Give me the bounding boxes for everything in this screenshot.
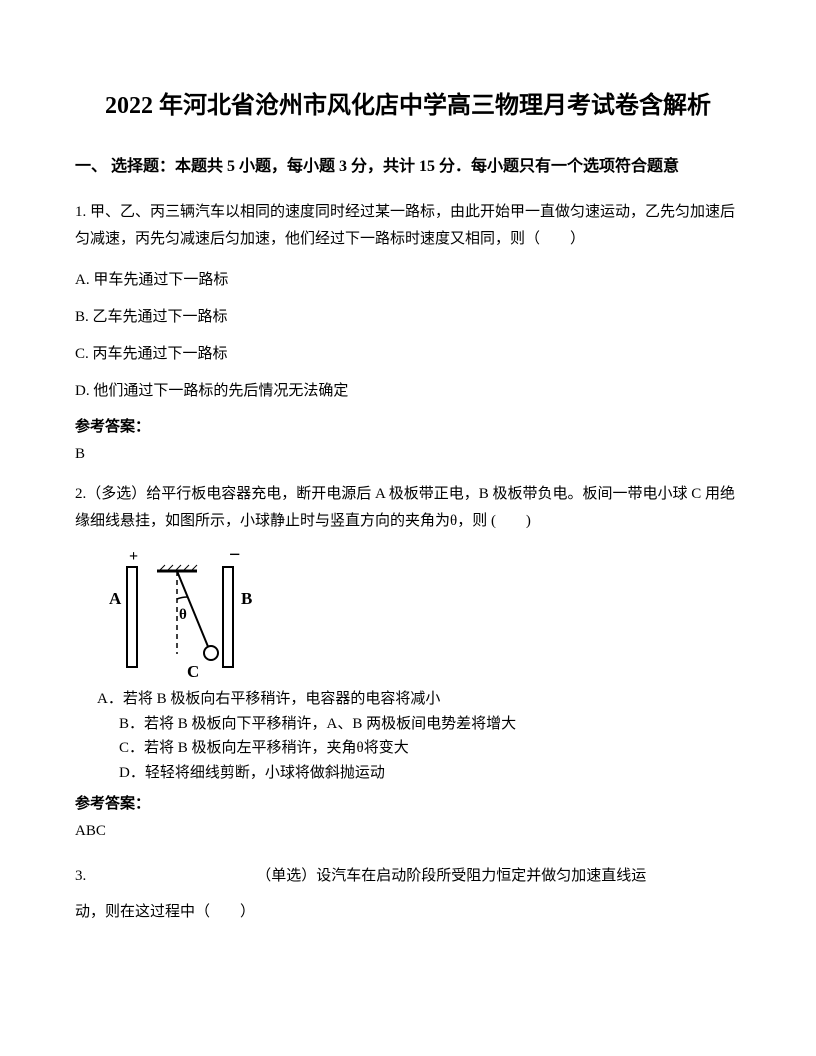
q1-option-c: C. 丙车先通过下一路标 — [75, 341, 741, 368]
q2-answer: ABC — [75, 823, 741, 840]
q3-text-part1: （单选）设汽车在启动阶段所受阻力恒定并做匀加速直线运 — [256, 868, 646, 884]
q1-answer-label: 参考答案： — [75, 415, 741, 436]
label-b: B — [241, 589, 252, 608]
label-a: A — [109, 589, 122, 608]
q2-option-b: B．若将 B 极板向下平移稍许，A、B 两极板间电势差将增大 — [119, 713, 741, 736]
q1-option-d: D. 他们通过下一路标的先后情况无法确定 — [75, 378, 741, 405]
q1-answer: B — [75, 446, 741, 463]
q1-option-b: B. 乙车先通过下一路标 — [75, 304, 741, 331]
angle-arc — [177, 597, 188, 599]
section-1-header: 一、 选择题：本题共 5 小题，每小题 3 分，共计 15 分．每小题只有一个选… — [75, 154, 741, 180]
exam-title: 2022 年河北省沧州市风化店中学高三物理月考试卷含解析 — [75, 90, 741, 124]
q2-option-a: A．若将 B 极板向右平移稍许，电容器的电容将减小 — [97, 688, 741, 711]
q1-option-a: A. 甲车先通过下一路标 — [75, 267, 741, 294]
q3-line2: 动，则在这过程中（ ） — [75, 894, 741, 930]
q2-figure: + − A B — [99, 549, 269, 684]
theta-label: θ — [179, 607, 187, 623]
q2-option-d: D．轻轻将细线剪断，小球将做斜抛运动 — [119, 762, 741, 785]
q3-line1: 3. （单选）设汽车在启动阶段所受阻力恒定并做匀加速直线运 — [75, 858, 741, 894]
q2-answer-label: 参考答案： — [75, 792, 741, 813]
plate-b — [223, 567, 233, 667]
ball-c — [204, 646, 218, 660]
minus-icon: − — [229, 549, 240, 566]
q2-option-c: C．若将 B 极板向左平移稍许，夹角θ将变大 — [119, 737, 741, 760]
plate-a — [127, 567, 137, 667]
plus-icon: + — [129, 549, 138, 565]
q2-text: 2.（多选）给平行板电容器充电，断开电源后 A 极板带正电，B 极板带负电。板间… — [75, 481, 741, 535]
q3-number: 3. — [75, 868, 86, 884]
q1-text: 1. 甲、乙、丙三辆汽车以相同的速度同时经过某一路标，由此开始甲一直做匀速运动，… — [75, 199, 741, 253]
label-c: C — [187, 662, 199, 679]
